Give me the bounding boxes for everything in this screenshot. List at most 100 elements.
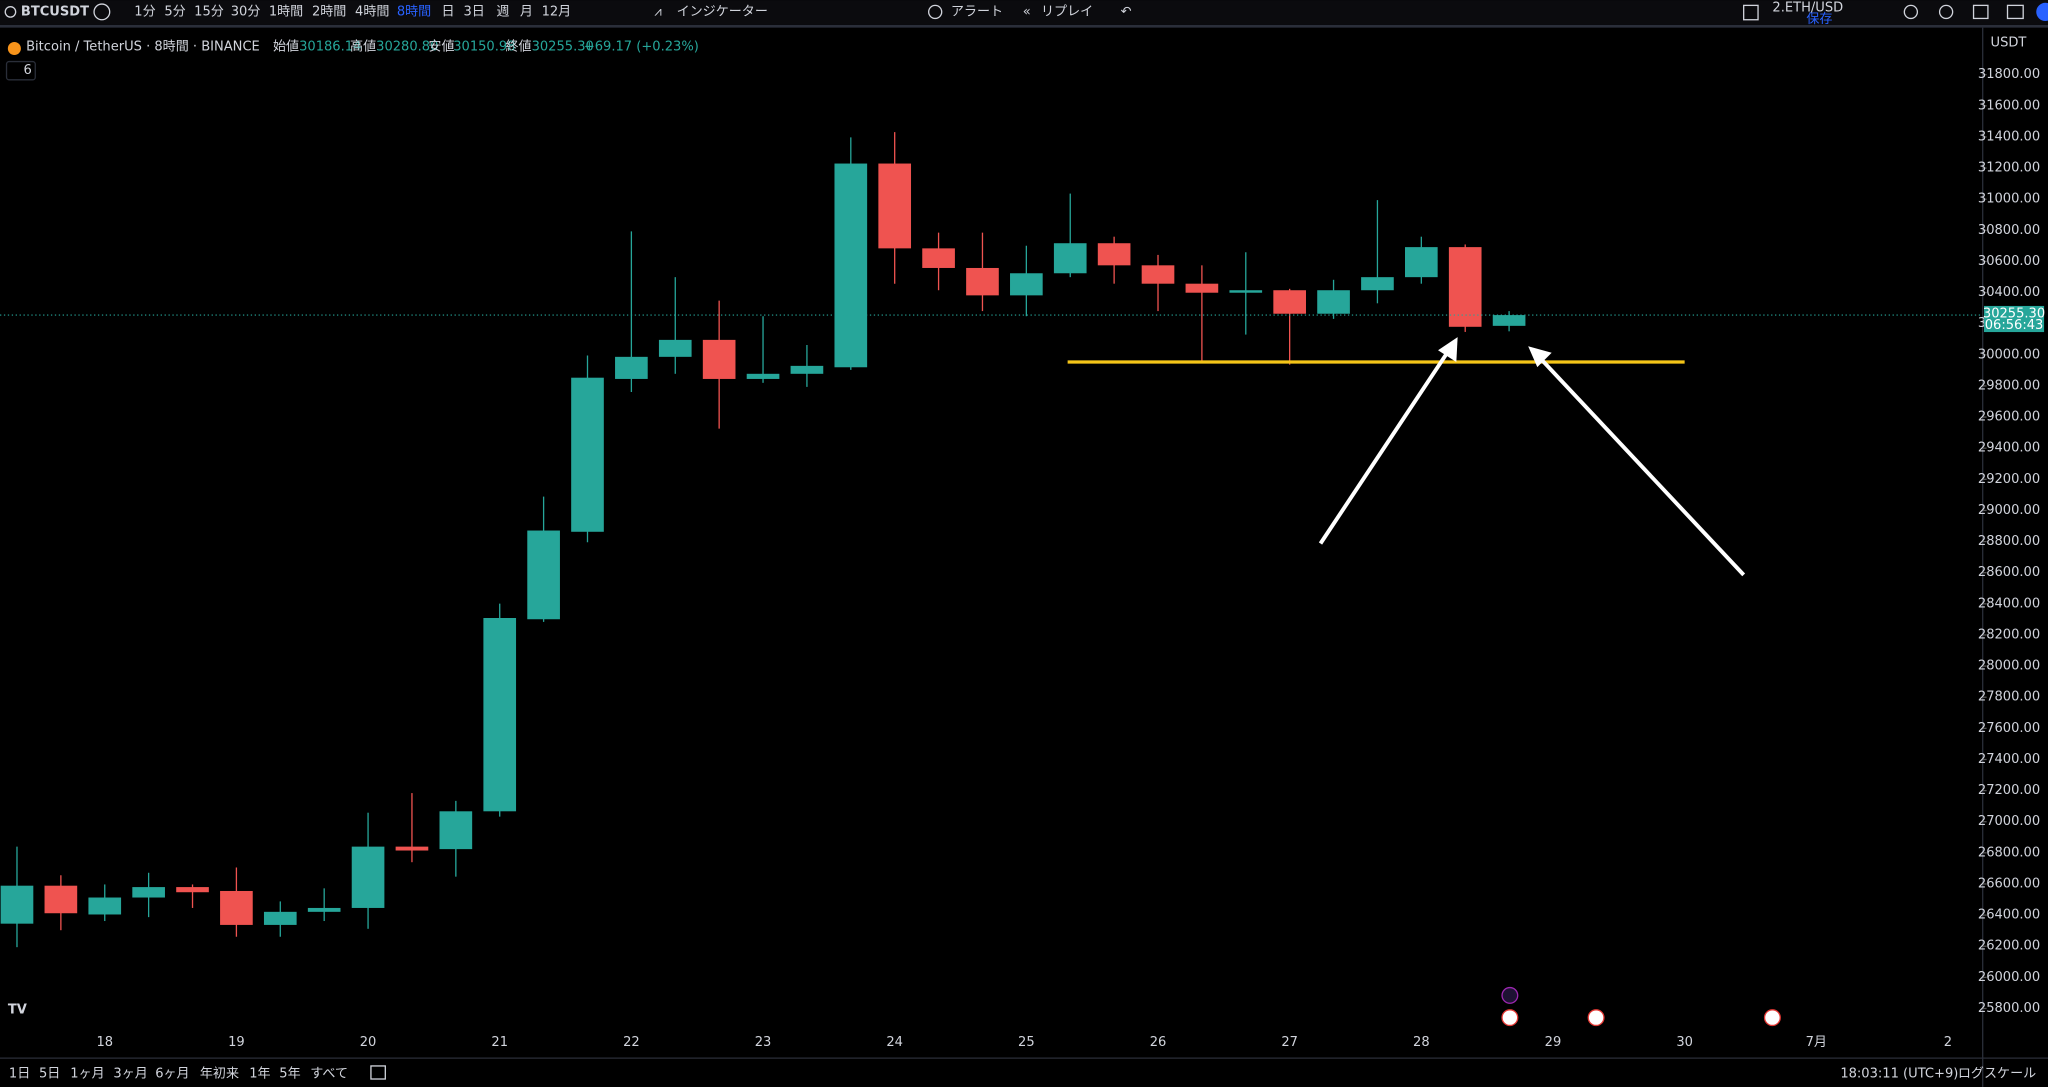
y-tick-label: 28600.00: [1978, 565, 2040, 580]
range[interactable]: 年初来: [200, 1066, 239, 1081]
event-icon[interactable]: [1587, 1009, 1605, 1027]
candle-body: [132, 887, 165, 898]
close-label: 終値: [505, 39, 531, 55]
y-tick-label: 28000.00: [1978, 659, 2040, 674]
y-tick-label: 29800.00: [1978, 378, 2040, 393]
y-tick-label: 29200.00: [1978, 472, 2040, 487]
x-tick-label: 25: [1018, 1035, 1035, 1050]
x-tick-label: 24: [886, 1035, 903, 1050]
symbol[interactable]: BTCUSDT: [21, 4, 89, 19]
y-tick-label: 29400.00: [1978, 441, 2040, 456]
low-label: 安値: [428, 39, 454, 55]
log-scale[interactable]: ログスケール: [1958, 1066, 2036, 1081]
x-tick-label: 27: [1281, 1035, 1298, 1050]
y-tick-label: 27400.00: [1978, 752, 2040, 767]
open-value: 30186.14: [299, 40, 361, 55]
logo[interactable]: TV: [8, 1002, 28, 1017]
candle-body: [1317, 290, 1350, 314]
y-tick-label: 29600.00: [1978, 410, 2040, 425]
arrow: [1318, 337, 1746, 577]
x-tick-label: 30: [1676, 1035, 1693, 1050]
search[interactable]: [1903, 4, 1919, 20]
interval[interactable]: 4時間: [355, 4, 389, 19]
interval[interactable]: 30分: [231, 4, 261, 19]
candle-body: [966, 267, 999, 296]
candle-body: [1010, 273, 1043, 296]
y-tick-label: 31600.00: [1978, 98, 2040, 113]
interval[interactable]: 15分: [194, 4, 224, 19]
price-label: 30255.30: [1983, 306, 2045, 321]
y-tick-label: 26600.00: [1978, 876, 2040, 891]
plot: [0, 132, 1983, 948]
event-icon[interactable]: [1501, 1009, 1519, 1027]
indicators[interactable]: インジケーター: [677, 4, 768, 19]
x-tick-label: 2: [1944, 1035, 1952, 1050]
candle-body: [746, 373, 780, 379]
event-icon[interactable]: [1763, 1009, 1781, 1027]
range[interactable]: 1日: [9, 1066, 30, 1081]
undo[interactable]: ↶: [1121, 4, 1132, 19]
candle-body: [1229, 290, 1263, 293]
candle-body: [1361, 277, 1394, 291]
clock[interactable]: 18:03:11 (UTC+9): [1840, 1066, 1958, 1081]
x-tick-label: 29: [1545, 1035, 1562, 1050]
arrow-shaft: [1539, 357, 1746, 577]
countdown: 06:56:43: [1985, 318, 2044, 333]
range[interactable]: 3ヶ月: [113, 1066, 147, 1081]
interval[interactable]: 月: [520, 4, 533, 19]
range[interactable]: 1年: [249, 1066, 270, 1081]
interval[interactable]: 5分: [164, 4, 185, 19]
interval[interactable]: 1時間: [269, 4, 303, 19]
symbol-icon[interactable]: [4, 6, 17, 18]
indicator-icon[interactable]: ⩘: [654, 4, 661, 19]
candle-body: [439, 811, 473, 850]
range[interactable]: 1ヶ月: [70, 1066, 104, 1081]
y-tick-label: 31000.00: [1978, 192, 2040, 207]
range[interactable]: 5年: [279, 1066, 300, 1081]
candle-body: [395, 846, 429, 851]
x-tick-label: 23: [755, 1035, 772, 1050]
y-tick-label: 27600.00: [1978, 721, 2040, 736]
layout-name[interactable]: 2.ETH/USD: [1772, 0, 1843, 15]
alert[interactable]: アラート: [951, 4, 1003, 19]
y-tick-label: 27000.00: [1978, 814, 2040, 829]
interval[interactable]: 週: [496, 4, 509, 19]
alert-icon[interactable]: [928, 4, 943, 20]
screenshot[interactable]: [2006, 4, 2024, 20]
candle-body: [307, 907, 341, 912]
candle-body: [483, 617, 517, 812]
replay[interactable]: リプレイ: [1041, 4, 1093, 19]
x-tick-label: 21: [491, 1035, 508, 1050]
save[interactable]: 保存: [1806, 12, 1832, 27]
candle-body: [1492, 315, 1526, 326]
layout-checkbox[interactable]: [1743, 4, 1759, 21]
y-tick-label: 30800.00: [1978, 223, 2040, 238]
candle-body: [1404, 247, 1438, 278]
legend-title: Bitcoin / TetherUS · 8時間 · BINANCE: [26, 40, 260, 55]
range[interactable]: 6ヶ月: [155, 1066, 189, 1081]
interval[interactable]: 8時間: [397, 4, 431, 19]
currency[interactable]: USDT: [1991, 36, 2027, 51]
event-icon[interactable]: [1501, 986, 1519, 1004]
range[interactable]: すべて: [310, 1066, 348, 1081]
interval[interactable]: 日: [441, 4, 454, 19]
interval[interactable]: 3日: [463, 4, 484, 19]
interval[interactable]: 1分: [134, 4, 155, 19]
indicator-badge[interactable]: [5, 60, 36, 81]
fullscreen[interactable]: [1972, 4, 1989, 20]
candle-body: [0, 885, 34, 924]
date-range-icon[interactable]: [370, 1065, 386, 1080]
x-tick-label: 18: [96, 1035, 113, 1050]
settings[interactable]: [1938, 4, 1954, 20]
x-tick-label: 22: [623, 1035, 640, 1050]
candle-body: [1141, 265, 1175, 284]
close-value: 30255.30: [532, 40, 594, 55]
profile[interactable]: [2036, 2, 2048, 22]
range[interactable]: 5日: [39, 1066, 60, 1081]
interval[interactable]: 12月: [542, 4, 572, 19]
replay-icon[interactable]: «: [1023, 4, 1031, 19]
indicator-count[interactable]: 6: [24, 63, 32, 78]
add-symbol[interactable]: [93, 3, 111, 21]
interval[interactable]: 2時間: [312, 4, 346, 19]
